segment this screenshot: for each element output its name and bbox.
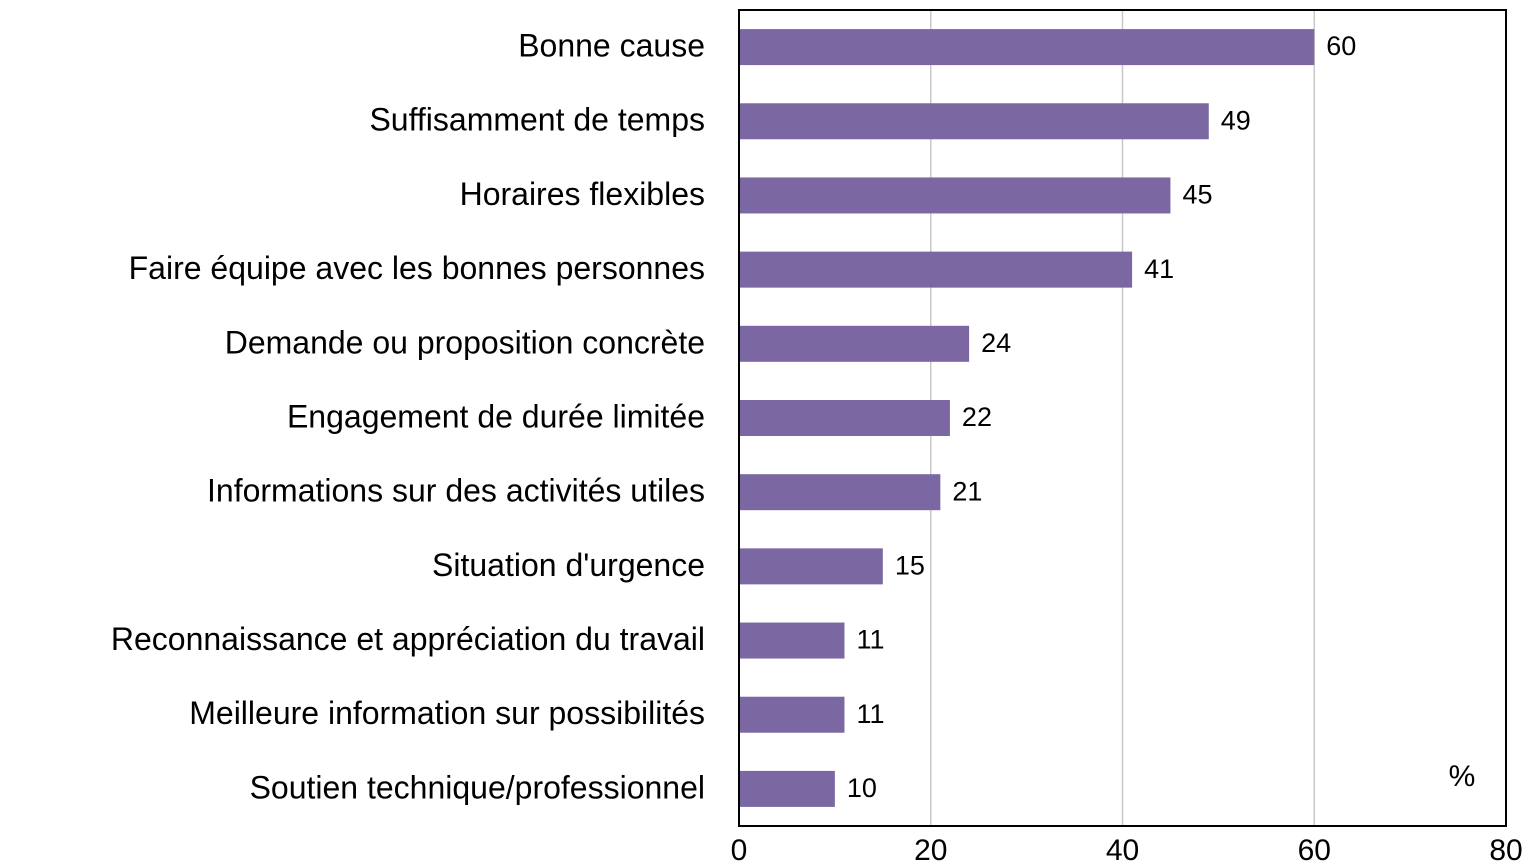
data-label: 22 xyxy=(962,402,992,432)
data-label: 21 xyxy=(952,476,982,506)
bar xyxy=(739,325,970,362)
y-tick-label: Demande ou proposition concrète xyxy=(225,324,705,360)
x-tick-label: 20 xyxy=(914,834,947,864)
y-tick-label: Soutien technique/professionnel xyxy=(250,769,705,805)
plot-frame xyxy=(738,9,1507,827)
bar xyxy=(739,770,835,807)
data-label: 15 xyxy=(895,550,925,580)
data-label: 11 xyxy=(856,699,884,729)
y-tick-label: Situation d'urgence xyxy=(432,547,705,583)
y-tick-label: Bonne cause xyxy=(518,28,705,64)
bar xyxy=(739,696,845,733)
unit-annotation: % xyxy=(1449,760,1476,793)
data-label: 45 xyxy=(1182,180,1212,210)
x-tick-label: 80 xyxy=(1489,834,1522,864)
data-label: 60 xyxy=(1326,31,1356,61)
data-label: 24 xyxy=(981,328,1011,358)
bar xyxy=(739,251,1133,288)
data-label: 11 xyxy=(856,625,884,655)
y-tick-label: Meilleure information sur possibilités xyxy=(189,695,705,731)
x-tick-label: 40 xyxy=(1106,834,1139,864)
bar xyxy=(739,29,1315,66)
bar xyxy=(739,548,883,585)
y-tick-label: Reconnaissance et appréciation du travai… xyxy=(111,621,705,657)
x-tick-label: 0 xyxy=(731,834,748,864)
bar xyxy=(739,177,1171,214)
bar xyxy=(739,400,950,436)
x-tick-label: 60 xyxy=(1298,834,1331,864)
bar xyxy=(739,474,941,511)
y-tick-label: Suffisamment de temps xyxy=(369,102,705,138)
data-label: 41 xyxy=(1144,254,1174,284)
bar xyxy=(739,622,845,659)
y-tick-label: Horaires flexibles xyxy=(460,176,705,212)
data-label: 49 xyxy=(1221,105,1251,135)
y-tick-label: Faire équipe avec les bonnes personnes xyxy=(129,250,705,286)
y-tick-label: Engagement de durée limitée xyxy=(287,398,705,434)
y-tick-label: Informations sur des activités utiles xyxy=(207,473,705,509)
bar xyxy=(739,103,1209,140)
data-label: 10 xyxy=(847,773,877,803)
